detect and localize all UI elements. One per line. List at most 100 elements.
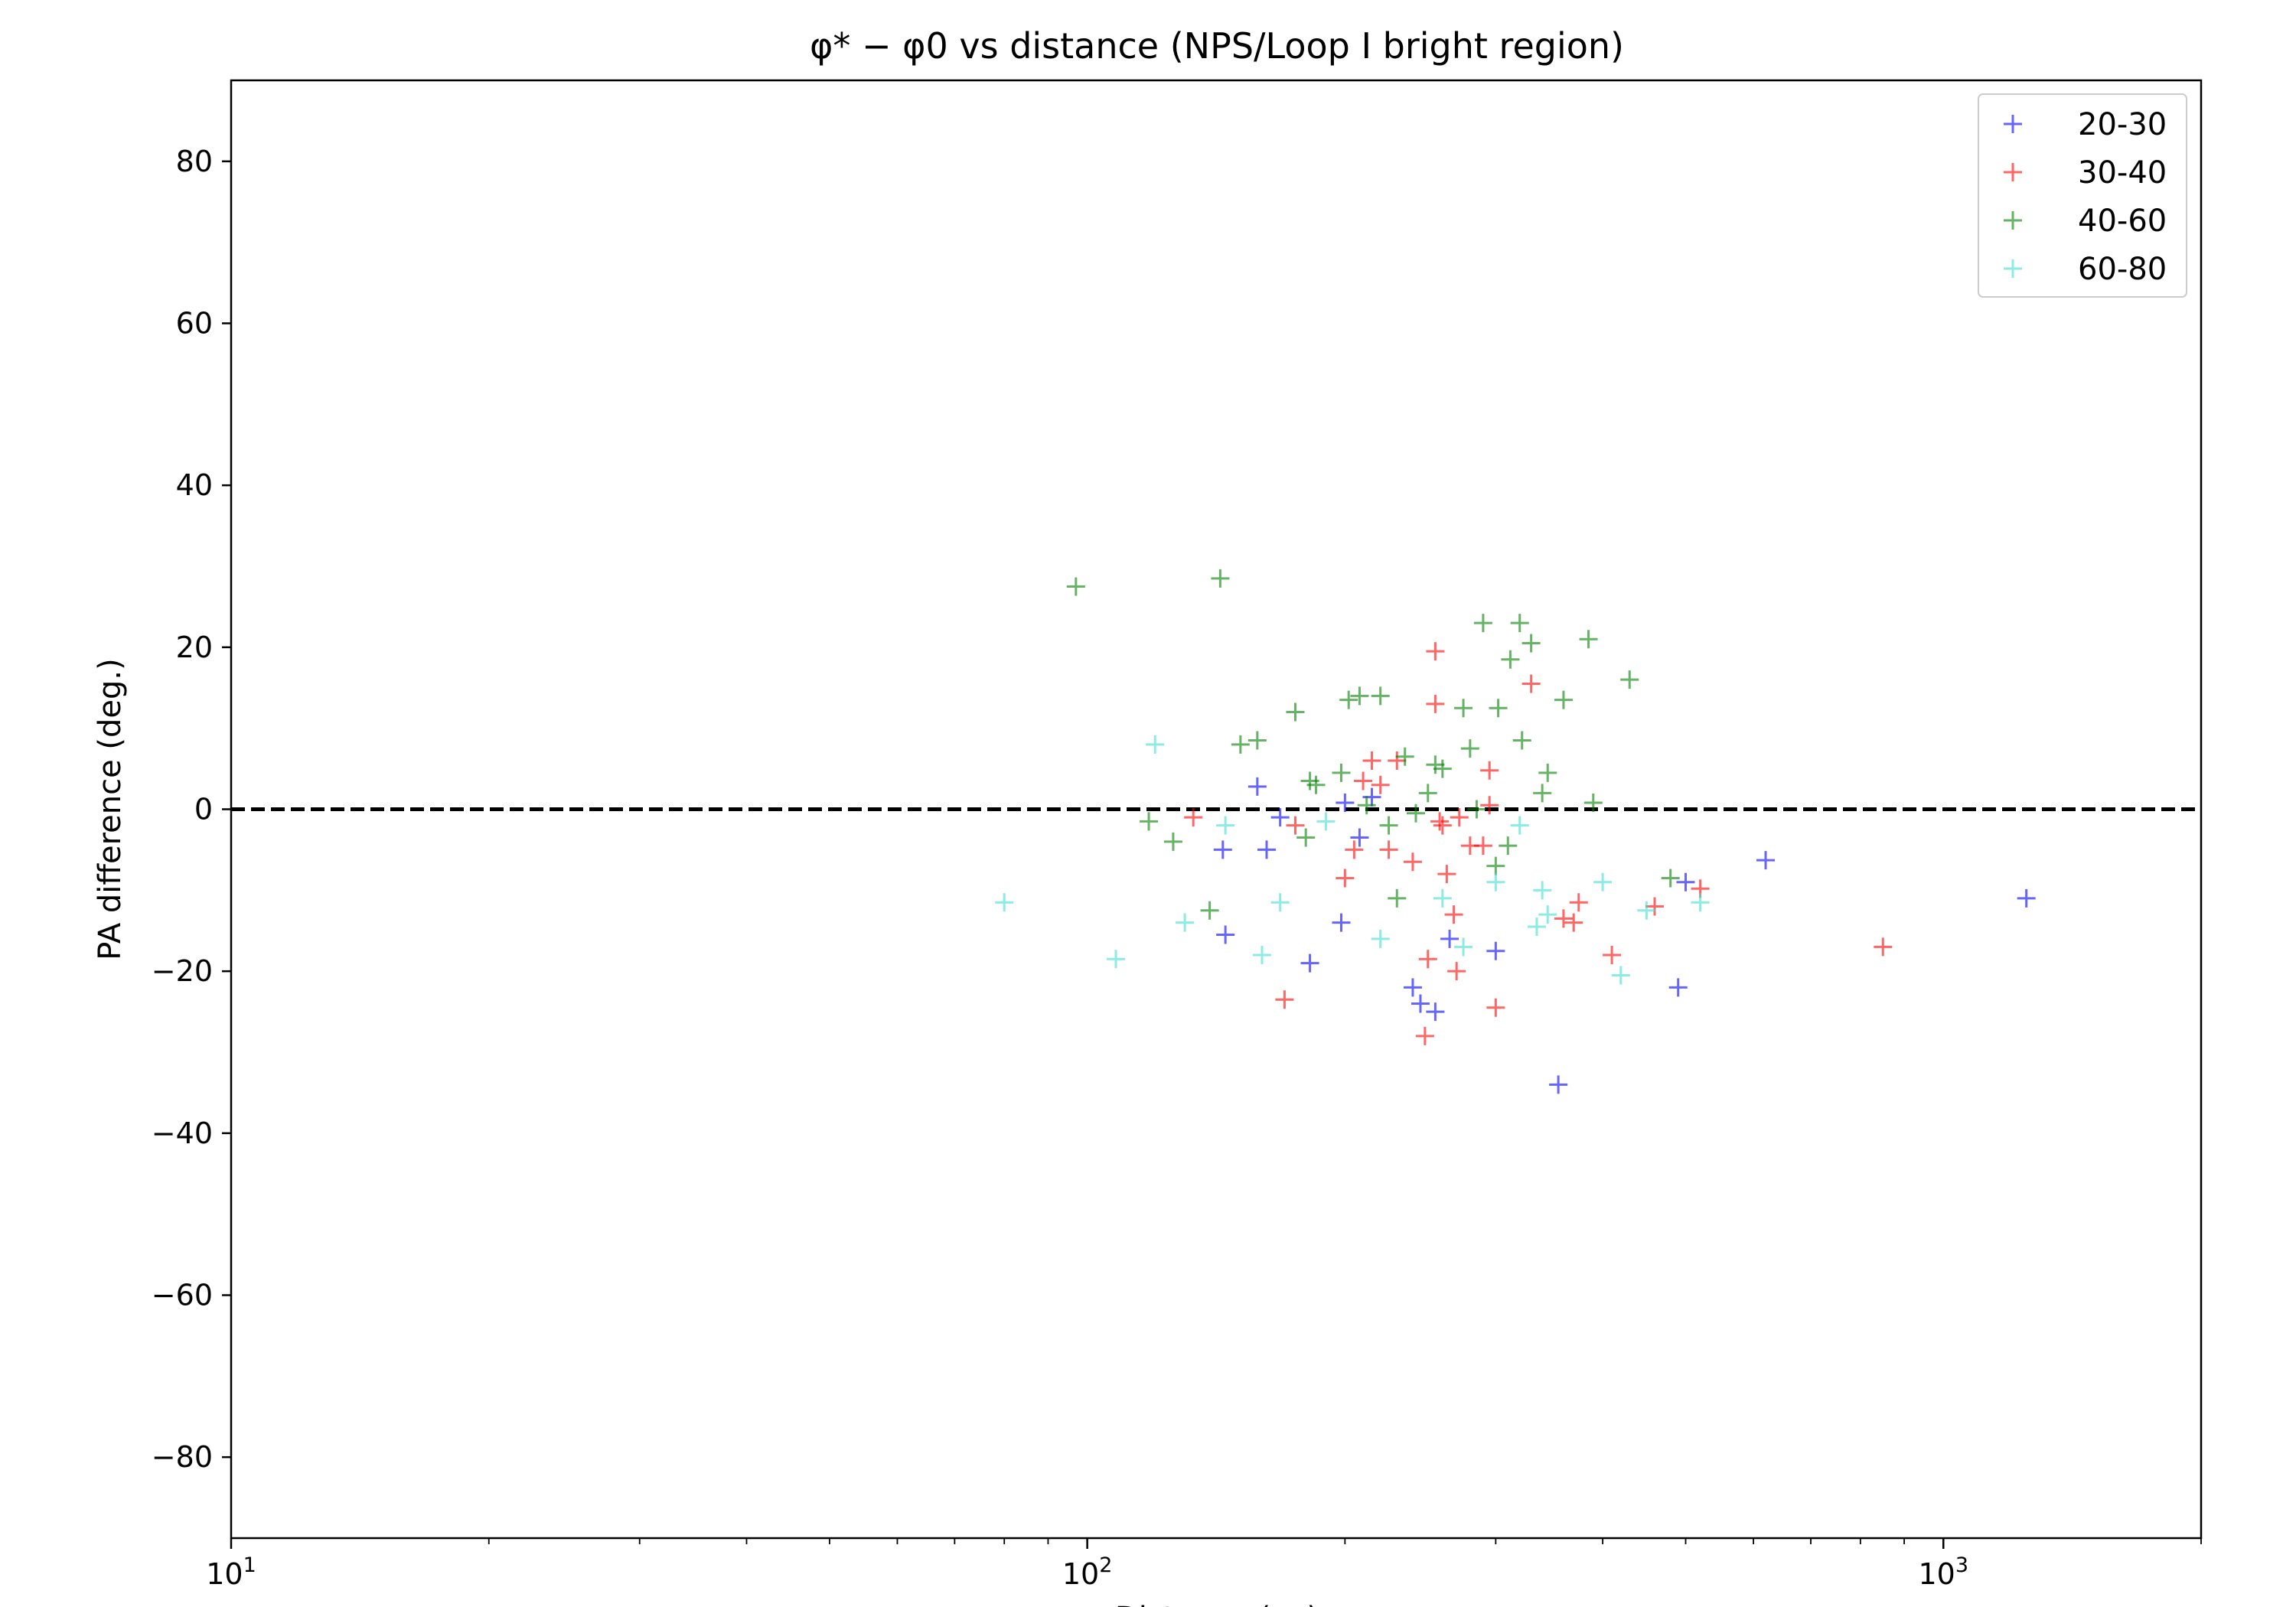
data-point	[1350, 828, 1369, 847]
data-point	[1286, 702, 1305, 722]
data-point	[1668, 978, 1688, 997]
data-points	[995, 569, 2036, 1094]
data-point	[1350, 686, 1369, 706]
data-point	[1270, 893, 1290, 912]
data-point	[1379, 840, 1398, 859]
y-tick-label: 40	[176, 468, 213, 502]
y-tick-label: 0	[194, 793, 213, 826]
data-point	[1538, 905, 1557, 924]
data-point	[1501, 650, 1520, 669]
legend-marker	[2004, 163, 2022, 181]
data-point	[1512, 731, 1531, 750]
data-point	[1336, 869, 1355, 888]
x-axis-label: Distance (pc)	[1115, 1601, 1319, 1607]
data-point	[1433, 888, 1452, 908]
data-point	[1247, 777, 1267, 796]
data-point	[1146, 735, 1165, 754]
data-point	[1473, 614, 1492, 633]
data-point	[1473, 836, 1492, 856]
data-point	[1603, 946, 1622, 964]
data-point	[1300, 953, 1319, 973]
y-tick-label: 60	[176, 307, 213, 341]
data-point	[1216, 925, 1235, 944]
data-point	[1433, 759, 1452, 778]
data-point	[1388, 751, 1407, 770]
y-axis-ticks: −80 −60 −40 −20 0 20 40 60 80	[152, 145, 231, 1474]
data-point	[1554, 690, 1573, 709]
legend-label: 60-80	[2078, 252, 2167, 287]
series-60-80	[995, 735, 1710, 985]
data-point	[1533, 881, 1552, 900]
data-point	[1354, 771, 1373, 790]
x-tick-label: 101	[206, 1553, 256, 1591]
data-point	[1275, 990, 1294, 1009]
data-point	[1756, 851, 1776, 870]
legend-marker	[2004, 211, 2022, 230]
data-point	[1527, 917, 1546, 936]
data-point	[1676, 872, 1695, 892]
data-point	[1538, 763, 1557, 782]
data-point	[1176, 913, 1195, 932]
data-point	[1371, 929, 1390, 948]
data-point	[1691, 893, 1710, 912]
series-30-40	[1184, 642, 1893, 1045]
data-point	[1480, 796, 1499, 815]
data-point	[1874, 937, 1893, 957]
y-axis-label: PA difference (deg.)	[93, 658, 128, 960]
data-point	[1339, 690, 1358, 709]
data-point	[1593, 872, 1613, 892]
data-point	[1418, 784, 1437, 803]
data-point	[1252, 946, 1271, 964]
data-point	[1213, 840, 1232, 859]
data-point	[1450, 808, 1469, 827]
data-point	[1163, 832, 1182, 851]
data-point	[1533, 784, 1552, 803]
legend-label: 40-60	[2078, 204, 2167, 239]
data-point	[1395, 747, 1414, 766]
data-point	[1521, 634, 1541, 653]
data-point	[1611, 966, 1630, 985]
data-point	[1486, 856, 1505, 875]
data-point	[1415, 1026, 1434, 1045]
data-point	[1430, 812, 1450, 831]
data-point	[1433, 816, 1452, 835]
y-tick-label: −20	[152, 954, 213, 988]
data-point	[1437, 865, 1456, 884]
data-point	[1362, 751, 1381, 770]
data-point	[1247, 731, 1267, 750]
data-point	[1510, 816, 1529, 835]
data-point	[1564, 913, 1583, 932]
data-point	[1637, 901, 1656, 920]
x-tick-label: 103	[1918, 1553, 1968, 1591]
data-point	[1403, 852, 1422, 872]
data-point	[1336, 794, 1355, 813]
data-point	[1270, 808, 1290, 827]
data-point	[1426, 642, 1445, 661]
data-point	[1371, 775, 1390, 794]
legend-label: 30-40	[2078, 155, 2167, 191]
y-tick-label: −60	[152, 1279, 213, 1312]
data-point	[1231, 735, 1250, 754]
data-point	[1569, 893, 1588, 912]
data-point	[1486, 872, 1505, 892]
series-40-60	[1066, 569, 1680, 920]
data-point	[1549, 1075, 1568, 1094]
data-point	[995, 893, 1014, 912]
data-point	[1107, 950, 1126, 969]
legend: 20-30 30-40 40-60 60-80	[1978, 93, 2187, 298]
data-point	[1200, 901, 1219, 920]
data-point	[1583, 794, 1603, 813]
data-point	[1316, 812, 1336, 831]
y-tick-label: −40	[152, 1116, 213, 1150]
data-point	[1440, 929, 1459, 948]
data-point	[1379, 816, 1398, 835]
data-point	[1489, 699, 1508, 718]
data-point	[1211, 569, 1230, 588]
legend-label: 20-30	[2078, 107, 2167, 142]
chart-title: φ* − φ0 vs distance (NPS/Loop I bright r…	[810, 25, 1624, 67]
data-point	[1444, 905, 1463, 924]
legend-box	[1978, 93, 2187, 298]
data-point	[1620, 670, 1639, 689]
data-point	[1467, 800, 1486, 819]
